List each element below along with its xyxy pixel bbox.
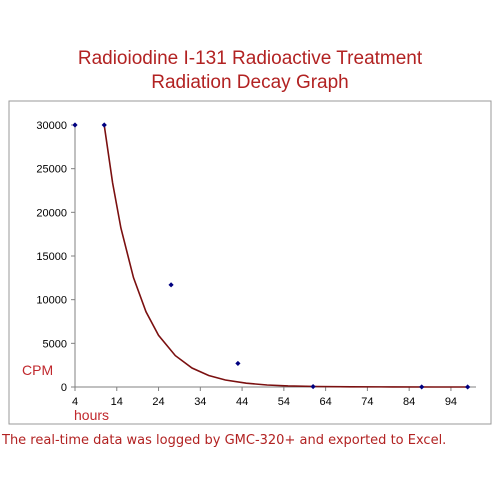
caption: The real-time data was logged by GMC-320… <box>2 433 447 448</box>
trendline-curve <box>103 124 468 388</box>
y-tick-label: 10000 <box>36 295 67 307</box>
data-point <box>465 384 471 390</box>
y-tick-label: 25000 <box>36 164 67 176</box>
chart-title: Radioiodine I-131 Radioactive Treatment <box>77 48 423 69</box>
x-tick-label: 4 <box>72 396 78 408</box>
x-tick-label: 94 <box>445 396 457 408</box>
y-tick-label: 5000 <box>43 338 67 350</box>
y-axis-label: CPM <box>22 362 53 378</box>
y-tick-label: 20000 <box>36 207 67 219</box>
x-tick-label: 74 <box>361 396 373 408</box>
data-point <box>310 383 316 390</box>
chart-area-border <box>8 100 492 425</box>
y-tick-label: 15000 <box>36 251 67 263</box>
data-point <box>235 360 241 367</box>
x-tick-label: 34 <box>194 396 206 408</box>
x-tick-label: 54 <box>278 396 290 408</box>
data-point <box>419 384 425 390</box>
x-tick-label: 44 <box>236 396 248 408</box>
data-point <box>168 282 174 288</box>
y-tick-label: 0 <box>61 382 67 394</box>
x-tick-label: 64 <box>320 396 332 408</box>
x-axis-label: hours <box>74 407 109 423</box>
x-tick-label: 84 <box>403 396 415 408</box>
x-tick-label: 14 <box>111 396 123 408</box>
data-point <box>101 122 107 128</box>
data-point <box>72 122 78 128</box>
x-tick-label: 24 <box>152 396 164 408</box>
chart-subtitle: Radiation Decay Graph <box>151 72 349 93</box>
y-tick-label: 30000 <box>36 120 67 132</box>
